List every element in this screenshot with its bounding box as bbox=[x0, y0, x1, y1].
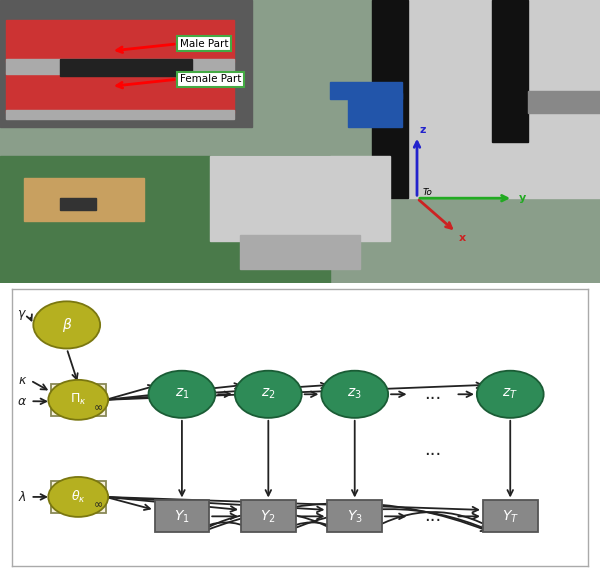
Bar bbox=[6, 59, 234, 74]
Text: To: To bbox=[423, 188, 433, 197]
Bar bbox=[348, 93, 402, 128]
Bar bbox=[6, 110, 234, 119]
Text: Male Part: Male Part bbox=[180, 39, 229, 49]
Ellipse shape bbox=[477, 371, 544, 418]
Bar bbox=[372, 0, 408, 198]
Text: $z_T$: $z_T$ bbox=[502, 387, 518, 402]
Text: $Y_1$: $Y_1$ bbox=[174, 508, 190, 525]
Bar bbox=[378, 0, 600, 198]
Text: $z_3$: $z_3$ bbox=[347, 387, 362, 402]
Text: z: z bbox=[420, 125, 427, 135]
Ellipse shape bbox=[149, 371, 215, 418]
Text: $\alpha$: $\alpha$ bbox=[17, 395, 28, 408]
Ellipse shape bbox=[48, 477, 108, 517]
Bar bbox=[0, 0, 252, 128]
FancyBboxPatch shape bbox=[483, 500, 538, 533]
Ellipse shape bbox=[48, 380, 108, 420]
Text: $Y_2$: $Y_2$ bbox=[260, 508, 276, 525]
Bar bbox=[6, 20, 234, 62]
Text: $z_2$: $z_2$ bbox=[261, 387, 275, 402]
Bar bbox=[60, 198, 96, 209]
Text: $z_1$: $z_1$ bbox=[175, 387, 189, 402]
Bar bbox=[210, 156, 390, 241]
Text: $\gamma$: $\gamma$ bbox=[17, 308, 28, 322]
FancyBboxPatch shape bbox=[51, 384, 106, 416]
Text: ...: ... bbox=[424, 386, 441, 403]
Bar bbox=[0, 156, 330, 283]
Bar bbox=[492, 0, 528, 141]
Text: $\beta$: $\beta$ bbox=[62, 316, 72, 334]
Text: y: y bbox=[519, 193, 526, 203]
Text: ...: ... bbox=[424, 507, 441, 525]
Text: ...: ... bbox=[424, 441, 441, 459]
Text: $\kappa$: $\kappa$ bbox=[18, 374, 27, 387]
Text: $Y_T$: $Y_T$ bbox=[502, 508, 519, 525]
Ellipse shape bbox=[322, 371, 388, 418]
Text: $\infty$: $\infty$ bbox=[93, 499, 103, 510]
Bar bbox=[60, 59, 192, 77]
Text: $Y_3$: $Y_3$ bbox=[347, 508, 362, 525]
Bar bbox=[24, 178, 144, 221]
Text: $\theta_\kappa$: $\theta_\kappa$ bbox=[71, 489, 86, 505]
Text: $\lambda$: $\lambda$ bbox=[18, 490, 26, 504]
Text: $\infty$: $\infty$ bbox=[93, 403, 103, 412]
Text: x: x bbox=[459, 233, 466, 243]
Text: $\Pi_\kappa$: $\Pi_\kappa$ bbox=[70, 392, 86, 407]
Bar bbox=[528, 90, 600, 113]
Bar bbox=[6, 71, 234, 113]
Text: Female Part: Female Part bbox=[180, 74, 241, 84]
FancyBboxPatch shape bbox=[241, 500, 296, 533]
Ellipse shape bbox=[34, 301, 100, 348]
Bar bbox=[240, 235, 360, 269]
Bar bbox=[330, 82, 402, 99]
Ellipse shape bbox=[235, 371, 302, 418]
FancyBboxPatch shape bbox=[155, 500, 209, 533]
FancyBboxPatch shape bbox=[51, 481, 106, 513]
FancyBboxPatch shape bbox=[328, 500, 382, 533]
